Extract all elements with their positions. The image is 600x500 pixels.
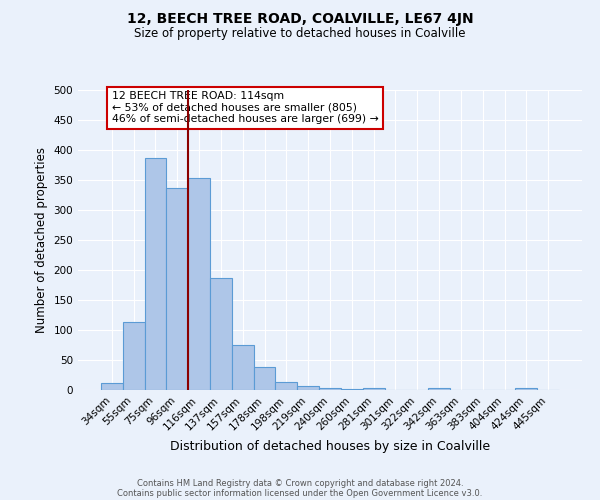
Text: 12 BEECH TREE ROAD: 114sqm
← 53% of detached houses are smaller (805)
46% of sem: 12 BEECH TREE ROAD: 114sqm ← 53% of deta… [112, 91, 379, 124]
Bar [341, 389, 363, 390]
Bar [166, 188, 188, 390]
Text: Contains HM Land Registry data © Crown copyright and database right 2024.: Contains HM Land Registry data © Crown c… [137, 478, 463, 488]
Bar [123, 322, 145, 390]
Bar [254, 367, 275, 390]
X-axis label: Distribution of detached houses by size in Coalville: Distribution of detached houses by size … [170, 440, 490, 453]
Bar [515, 388, 537, 390]
Text: Size of property relative to detached houses in Coalville: Size of property relative to detached ho… [134, 28, 466, 40]
Bar [297, 386, 319, 390]
Text: 12, BEECH TREE ROAD, COALVILLE, LE67 4JN: 12, BEECH TREE ROAD, COALVILLE, LE67 4JN [127, 12, 473, 26]
Bar [363, 388, 385, 390]
Y-axis label: Number of detached properties: Number of detached properties [35, 147, 48, 333]
Bar [232, 345, 254, 390]
Bar [210, 278, 232, 390]
Bar [188, 178, 210, 390]
Bar [319, 388, 341, 390]
Text: Contains public sector information licensed under the Open Government Licence v3: Contains public sector information licen… [118, 488, 482, 498]
Bar [101, 383, 123, 390]
Bar [275, 382, 297, 390]
Bar [145, 158, 166, 390]
Bar [428, 388, 450, 390]
